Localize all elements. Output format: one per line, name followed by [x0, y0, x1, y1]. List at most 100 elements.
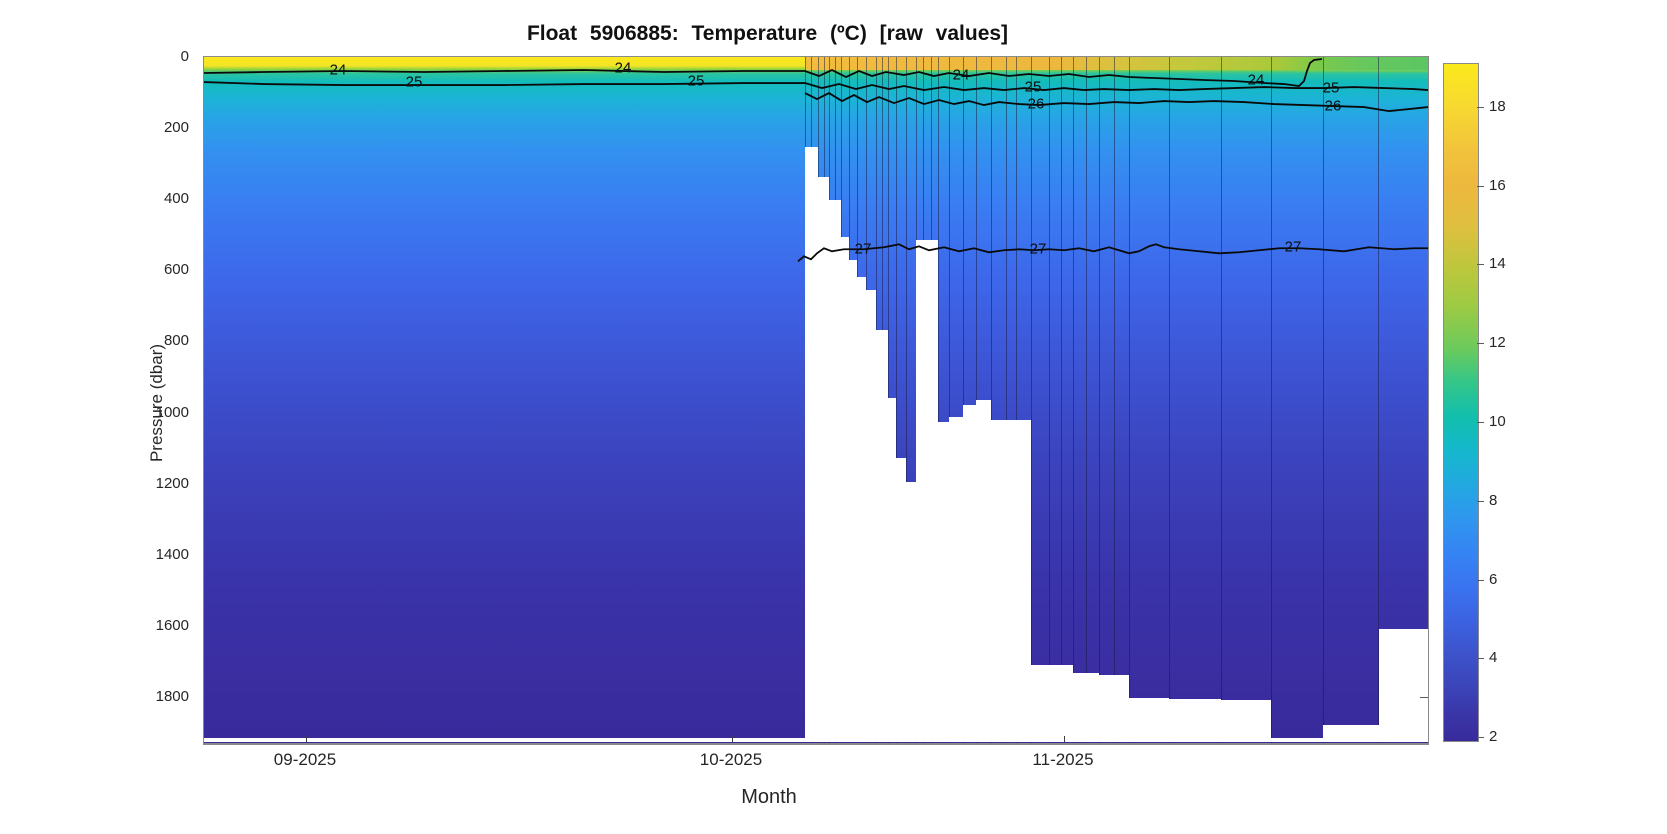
- profile-line: [1271, 57, 1272, 743]
- profile-line: [1221, 57, 1222, 743]
- x-axis-tick-label: 11-2025: [1032, 750, 1094, 769]
- colorbar-tick: [1477, 737, 1484, 738]
- y-axis-tick-label: 800: [163, 332, 189, 349]
- profile-line: [1378, 57, 1379, 743]
- missing-data-mask: [818, 177, 829, 742]
- colorbar-tick-label: 10: [1489, 413, 1506, 430]
- y-axis-tick-label: 1800: [155, 688, 189, 705]
- profile-line: [1016, 57, 1017, 743]
- profile-line: [906, 57, 907, 743]
- contour-label: 27: [1029, 240, 1047, 258]
- colorbar-tick-label: 2: [1489, 728, 1498, 745]
- x-axis-tick: [732, 736, 733, 742]
- colorbar-tick: [1477, 658, 1484, 659]
- profile-line: [1323, 57, 1324, 743]
- contour-label: 27: [854, 240, 872, 258]
- contour-label: 24: [1247, 71, 1265, 89]
- missing-data-mask: [963, 405, 976, 742]
- y-axis-title: Pressure (dbar): [147, 343, 166, 463]
- profile-line: [1086, 57, 1087, 743]
- y-axis-tick-label: 1200: [155, 475, 189, 492]
- missing-data-mask: [1323, 725, 1379, 742]
- missing-data-mask: [1169, 699, 1221, 742]
- surface-strip: [805, 57, 1428, 70]
- y-axis-tick-label: 1400: [155, 546, 189, 563]
- colorbar-tick-label: 16: [1489, 177, 1506, 194]
- colorbar-tick: [1477, 580, 1484, 581]
- contour-label: 26: [1324, 97, 1342, 115]
- y-axis-tick-label: 600: [163, 261, 189, 278]
- y-axis-tick-label: 0: [180, 48, 189, 65]
- contour-label: 25: [1322, 79, 1340, 97]
- contour-label: 27: [1284, 238, 1302, 256]
- contour-line-26: [804, 92, 1428, 112]
- contour-label: 25: [405, 73, 423, 91]
- missing-data-mask: [916, 240, 938, 742]
- missing-data-mask: [849, 260, 857, 742]
- profile-line: [1006, 57, 1007, 743]
- profile-line: [1073, 57, 1074, 743]
- colorbar-tick: [1477, 264, 1484, 265]
- contour-labels-layer: 24 24 24 24 25 25 25 25 26 26 27 27 27: [204, 57, 1428, 743]
- profile-line: [1099, 57, 1100, 743]
- contour-label: 25: [1024, 78, 1042, 96]
- profile-line: [1061, 57, 1062, 743]
- missing-data-mask: [829, 200, 841, 742]
- profile-line: [938, 57, 939, 743]
- contour-label: 24: [952, 66, 970, 84]
- missing-data-mask: [876, 330, 888, 742]
- missing-data-mask: [1271, 738, 1323, 742]
- missing-data-mask: [1099, 675, 1129, 742]
- x-axis-tick-label: 10-2025: [699, 750, 763, 769]
- colorbar-tick-label: 6: [1489, 571, 1498, 588]
- missing-data-mask: [949, 417, 963, 742]
- surface-temperature-strip: [204, 57, 1428, 743]
- colorbar-tick: [1477, 422, 1484, 423]
- missing-data-mask: [896, 458, 906, 742]
- missing-data-mask: [841, 237, 849, 742]
- missing-data-mask: [991, 420, 1031, 742]
- profile-line: [1114, 57, 1115, 743]
- colorbar-tick: [1477, 107, 1484, 108]
- colorbar-tick-label: 14: [1489, 255, 1506, 272]
- contour-line-24: [204, 58, 1323, 87]
- missing-data-mask: [866, 290, 876, 742]
- colorbar-tick-label: 18: [1489, 98, 1506, 115]
- missing-data-mask: [805, 147, 818, 742]
- colorbar-tick: [1477, 343, 1484, 344]
- inward-ticks-layer: [204, 57, 1428, 743]
- colorbar-tick: [1477, 501, 1484, 502]
- chart-title: Float 5906885: Temperature (ºC) [raw val…: [526, 22, 1009, 45]
- missing-data-mask: [857, 277, 866, 742]
- missing-data-mask: [888, 398, 896, 742]
- missing-data-mask: [1379, 629, 1428, 742]
- colorbar-tick-label: 8: [1489, 492, 1498, 509]
- profile-line: [1031, 57, 1032, 743]
- profile-line: [1169, 57, 1170, 743]
- y-axis-tick-label: 400: [163, 190, 189, 207]
- y-axis-tick-label: 200: [163, 119, 189, 136]
- missing-data-mask: [1073, 673, 1099, 742]
- profile-line: [963, 57, 964, 743]
- contour-label: 24: [614, 59, 632, 77]
- profile-line: [991, 57, 992, 743]
- missing-data-mask: [938, 422, 949, 742]
- y-axis-tick-right: [1420, 697, 1428, 698]
- contour-label: 25: [687, 72, 705, 90]
- profile-line: [1049, 57, 1050, 743]
- missing-data-mask: [1221, 700, 1271, 742]
- missing-data-mask: [906, 482, 916, 742]
- missing-data-mask: [1129, 698, 1169, 742]
- x-axis-title: Month: [741, 786, 797, 808]
- x-axis-tick-label: 09-2025: [273, 750, 337, 769]
- missing-data-mask: [976, 400, 991, 742]
- contour-line-25: [204, 81, 1428, 91]
- colorbar: [1443, 63, 1479, 742]
- contour-label: 26: [1027, 95, 1045, 113]
- profile-line: [1129, 57, 1130, 743]
- y-axis-tick-label: 1000: [155, 404, 189, 421]
- density-contours: [204, 58, 1428, 262]
- colorbar-tick-label: 12: [1489, 334, 1506, 351]
- missing-data-masks: [204, 57, 1428, 743]
- x-axis-tick: [1064, 736, 1065, 742]
